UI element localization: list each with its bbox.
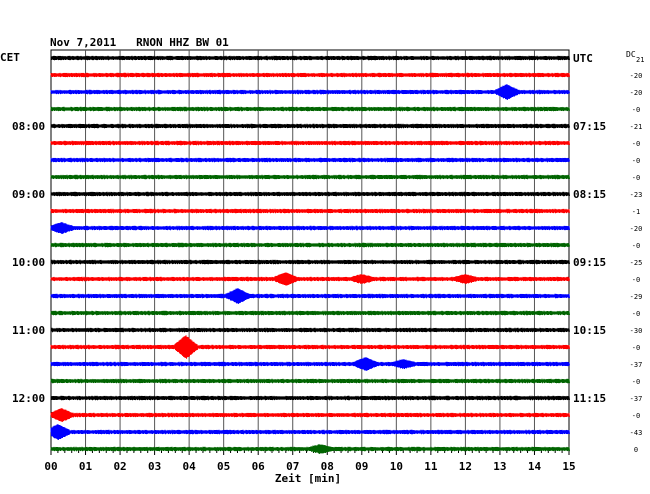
dc-offset-label: -1 (632, 208, 640, 216)
trace-row-2 (50, 84, 570, 100)
x-tick-label: 01 (79, 460, 93, 473)
trace-row-8 (50, 191, 570, 197)
dc-offset-label: -37 (630, 361, 643, 369)
x-tick-label: 02 (113, 460, 126, 473)
dc-offset-label: -25 (630, 259, 643, 267)
right-time-label: 11:15 (573, 392, 606, 405)
dc-offset-label: -20 (630, 72, 643, 80)
trace-row-17 (50, 335, 570, 359)
dc-offset-label: -0 (632, 140, 640, 148)
trace-row-14 (50, 288, 570, 304)
left-time-label: 12:00 (12, 392, 45, 405)
trace-row-6 (50, 157, 570, 163)
right-time-label: 09:15 (573, 256, 606, 269)
x-tick-label: 04 (183, 460, 197, 473)
trace-row-3 (50, 106, 570, 112)
left-time-label: 09:00 (12, 188, 45, 201)
left-time-label: 11:00 (12, 324, 45, 337)
dc-offset-label: -29 (630, 293, 643, 301)
chart-title: Nov 7,2011 RNON HHZ BW 01 (50, 36, 229, 49)
trace-row-19 (50, 378, 570, 384)
right-time-label: 10:15 (573, 324, 606, 337)
dc-offset-label: -21 (630, 123, 643, 131)
dc-offset-label: -0 (632, 157, 640, 165)
trace-row-7 (50, 174, 570, 180)
x-tick-label: 07 (286, 460, 299, 473)
trace-row-5 (50, 140, 570, 146)
dc-offset-label: -43 (630, 429, 643, 437)
chart-traces (50, 55, 570, 454)
trace-row-4 (50, 123, 570, 129)
dc-offset-label: -0 (632, 344, 640, 352)
trace-row-10 (50, 222, 570, 234)
trace-row-21 (50, 408, 570, 422)
x-tick-label: 06 (252, 460, 266, 473)
x-tick-label: 05 (217, 460, 230, 473)
trace-row-9 (50, 208, 570, 214)
trace-row-22 (50, 424, 570, 440)
dc-offset-label: -0 (632, 378, 640, 386)
x-tick-label: 13 (493, 460, 506, 473)
right-time-label: UTC (573, 52, 593, 65)
trace-row-18 (50, 357, 570, 371)
left-zone-label: CET (0, 51, 20, 64)
dc-offset-label: -37 (630, 395, 643, 403)
trace-row-15 (50, 310, 570, 316)
x-tick-label: 14 (528, 460, 542, 473)
x-axis-title: Zeit [min] (275, 472, 341, 485)
dc-offset-label: -0 (632, 412, 640, 420)
x-tick-label: 15 (562, 460, 575, 473)
trace-row-16 (50, 327, 570, 333)
dc-offset-label: -23 (630, 191, 643, 199)
x-tick-label: 03 (148, 460, 161, 473)
dc-offset-label: -0 (632, 174, 640, 182)
x-tick-label: 11 (424, 460, 438, 473)
dc-offset-label: -0 (632, 106, 640, 114)
chart-labels: 08:00 09:00 10:00 11:00 12:00 UTC 07:15 08:15 09… (12, 52, 642, 473)
dc-offset-label: -20 (630, 225, 643, 233)
trace-row-11 (50, 242, 570, 248)
right-time-label: 07:15 (573, 120, 606, 133)
x-tick-label: 09 (355, 460, 368, 473)
right-time-label: 08:15 (573, 188, 606, 201)
x-tick-label: 00 (44, 460, 57, 473)
dc-offset-label: 0 (634, 446, 638, 454)
dc-offset-label: -0 (632, 310, 640, 318)
trace-row-12 (50, 259, 570, 265)
dc-offset-label: -0 (632, 276, 640, 284)
trace-row-20 (50, 395, 570, 401)
x-tick-label: 12 (459, 460, 472, 473)
trace-row-1 (50, 72, 570, 78)
x-tick-label: 10 (390, 460, 403, 473)
dc-label: DC (626, 50, 636, 59)
dc-first-value: 21 (636, 56, 644, 64)
dc-offset-label: -30 (630, 327, 643, 335)
left-time-label: 10:00 (12, 256, 45, 269)
dc-offset-label: -0 (632, 242, 640, 250)
trace-row-13 (50, 272, 570, 286)
x-tick-label: 08 (321, 460, 334, 473)
trace-row-23 (50, 444, 570, 454)
left-time-label: 08:00 (12, 120, 45, 133)
trace-row-0 (50, 55, 570, 61)
dc-offset-label: -20 (630, 89, 643, 97)
